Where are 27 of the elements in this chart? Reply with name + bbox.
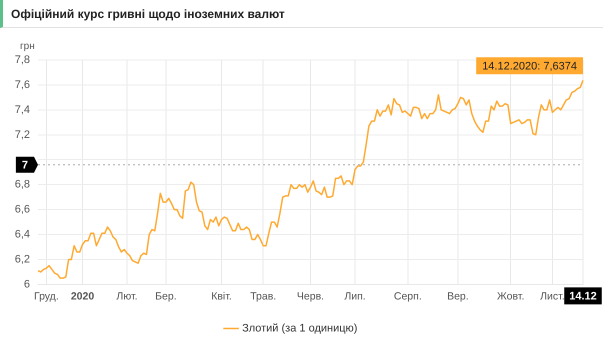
y-tick-label: 6 (24, 278, 30, 290)
y-tick-label: 7,6 (14, 78, 30, 91)
x-tick-label: Жовт. (497, 290, 524, 303)
x-tick-label: Лют. (116, 290, 138, 303)
x-tick-label: 14.12 (569, 290, 597, 302)
x-tick-label: Лип. (344, 290, 366, 303)
y-tick-label: 6,4 (14, 228, 30, 241)
x-tick-label: Квіт. (211, 290, 232, 303)
chart-title: Офіційний курс гривні щодо іноземних валют (0, 0, 603, 28)
y-axis-title: грн (20, 40, 35, 52)
x-tick-label: Вер. (447, 290, 469, 303)
legend-label: Злотий (за 1 одиницю) (242, 322, 358, 335)
y-tick-label: 7,8 (14, 54, 30, 66)
y-tick-label: 6,8 (14, 178, 30, 191)
x-tick-label: Черв. (296, 290, 324, 303)
x-tick-label: 2020 (70, 290, 94, 303)
x-tick-label: Серп. (394, 290, 422, 303)
y-tick-label: 7,4 (14, 104, 30, 116)
y-tick-label: 6,6 (14, 204, 30, 216)
x-tick-label: Бер. (155, 290, 177, 303)
ref-line-label: 7 (22, 159, 28, 172)
x-tick-label: Груд. (34, 290, 59, 303)
y-tick-label: 7,2 (14, 128, 30, 141)
annotation: 14.12.2020: 7,6374 (482, 60, 577, 72)
x-tick-label: Лист. (540, 290, 565, 303)
x-tick-label: Трав. (250, 290, 276, 303)
y-tick-label: 6,2 (14, 254, 30, 266)
